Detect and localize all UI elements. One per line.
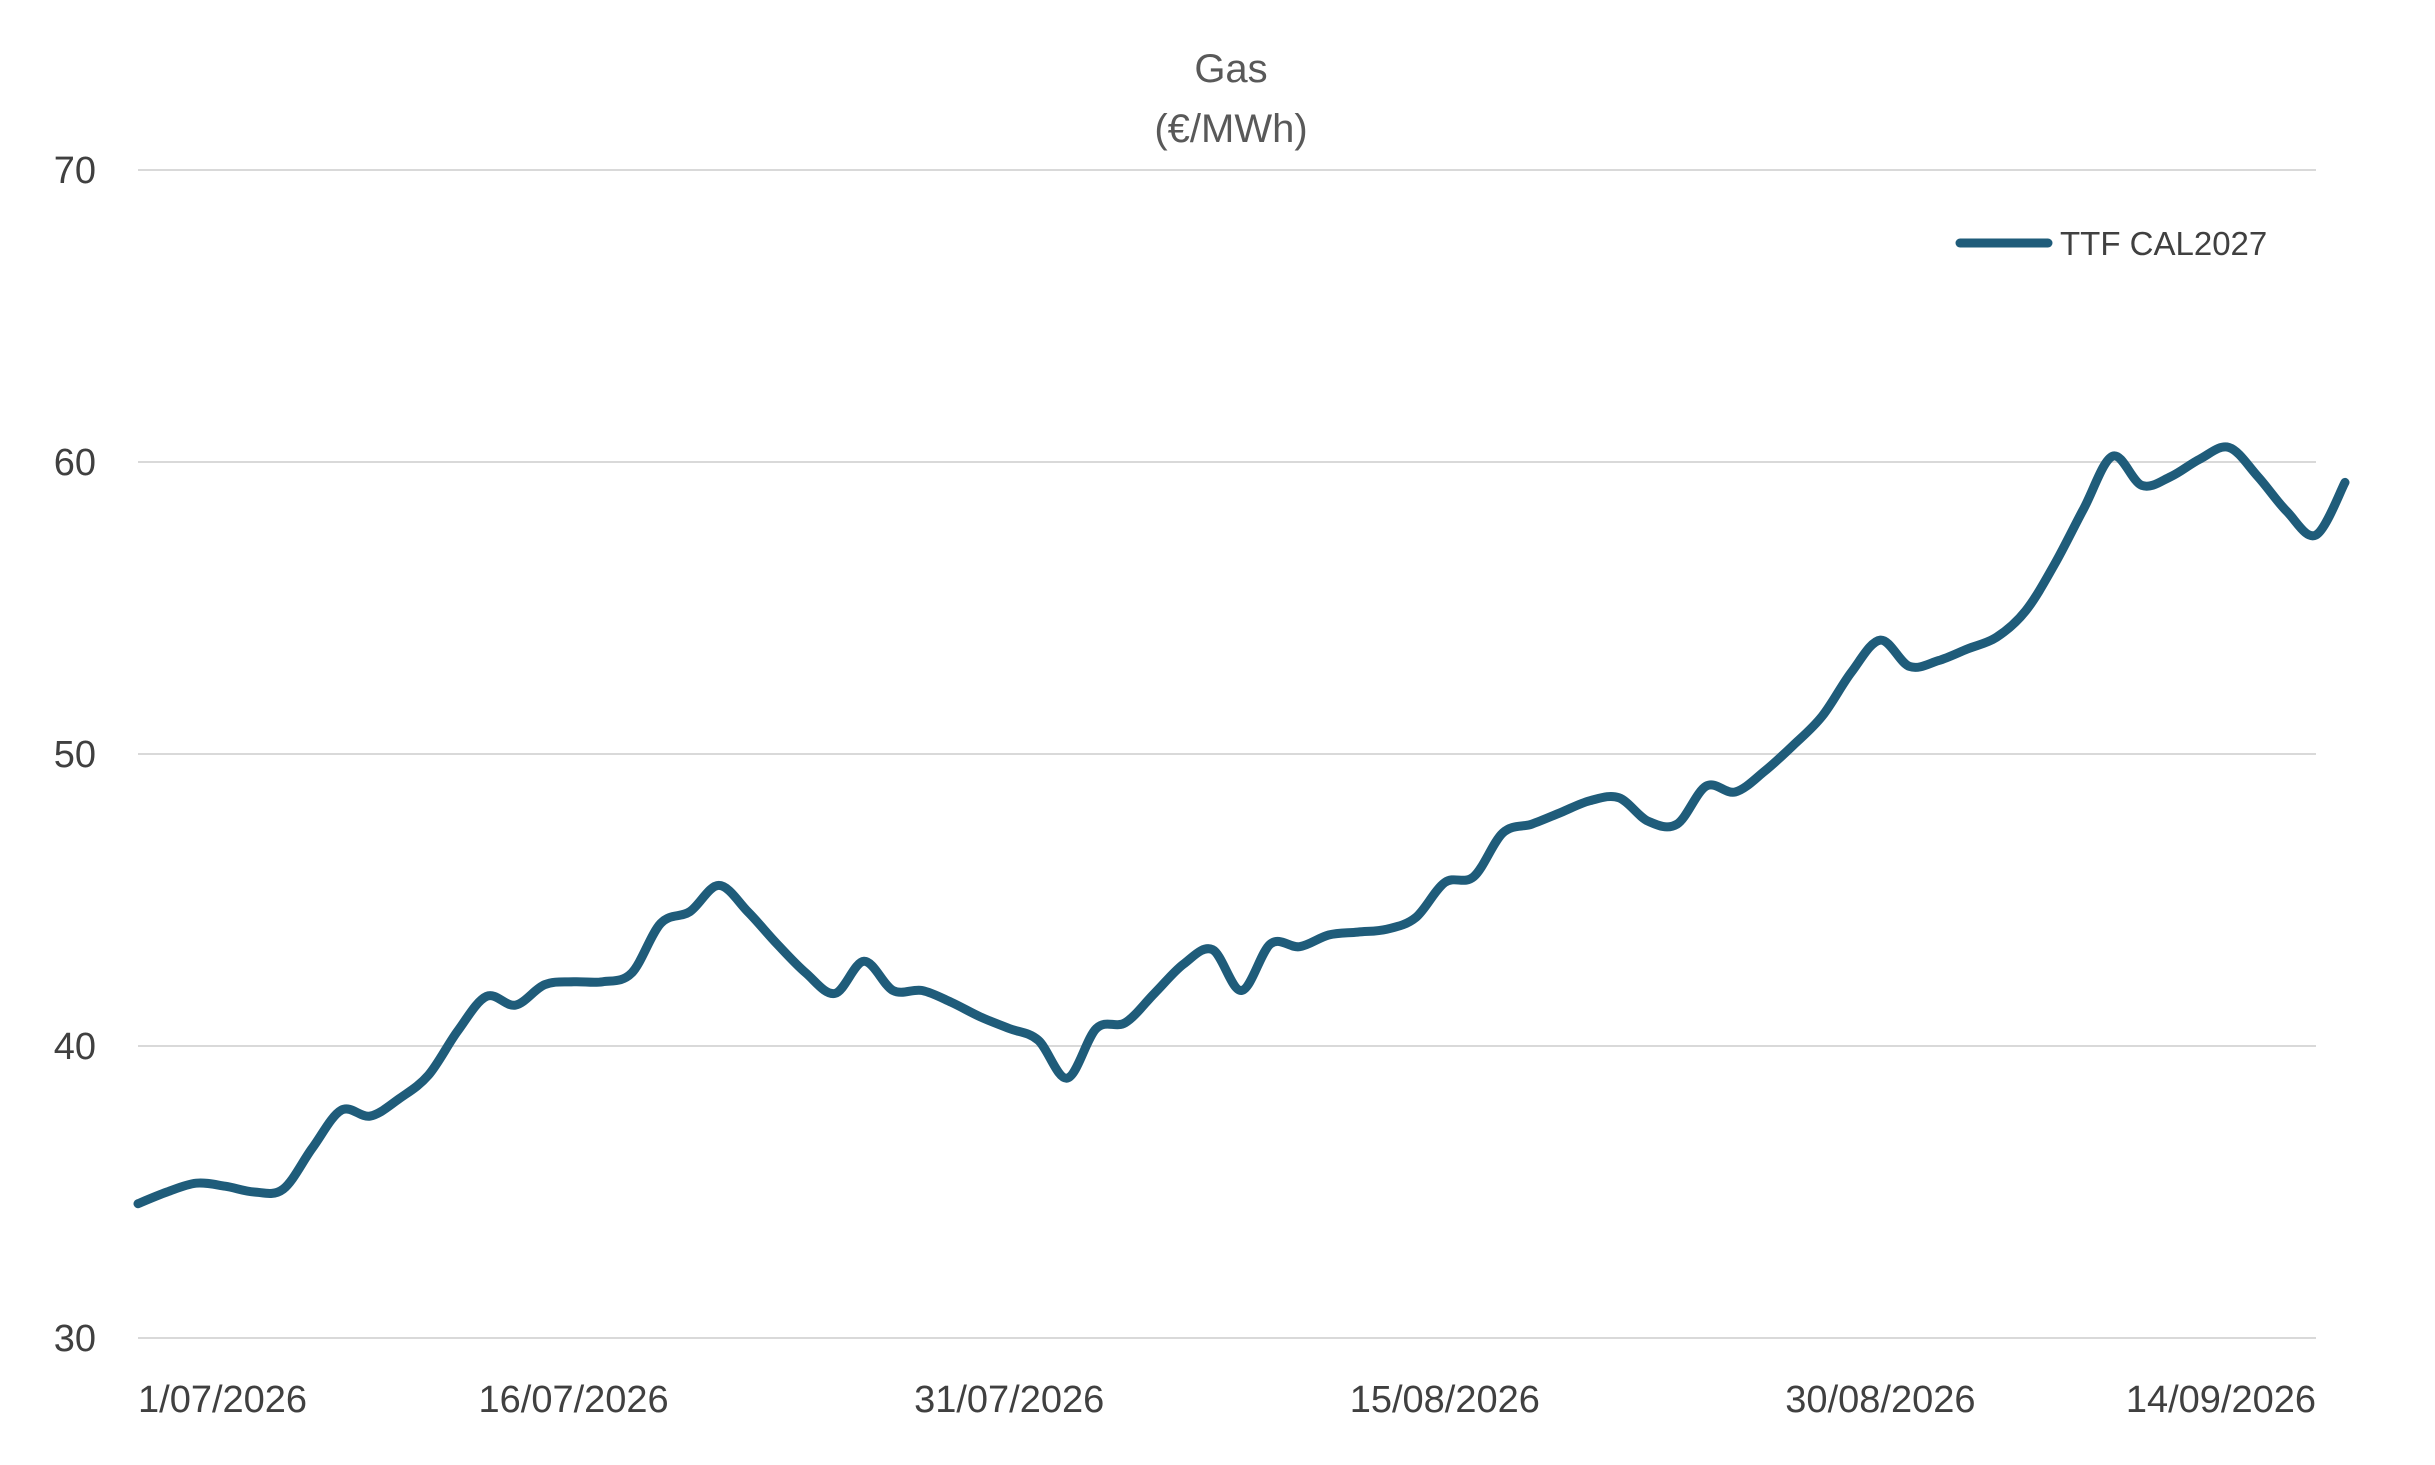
chart-subtitle: (€/MWh)	[1154, 107, 1307, 151]
y-tick-label: 30	[54, 1318, 96, 1360]
legend: TTF CAL2027	[1955, 225, 2267, 262]
x-tick-label: 31/07/2026	[914, 1379, 1104, 1421]
x-tick-label: 14/09/2026	[2126, 1379, 2316, 1421]
gridlines	[138, 169, 2316, 1339]
x-tick-label: 30/08/2026	[1785, 1379, 1975, 1421]
y-tick-label: 60	[54, 442, 96, 484]
x-axis-tick-labels: 1/07/2026 16/07/2026 31/07/2026 15/08/2026 3…	[138, 1379, 2316, 1421]
series-line-ttf-cal2027	[133, 442, 2350, 1209]
y-tick-label: 70	[54, 150, 96, 192]
x-tick-label: 1/07/2026	[138, 1379, 307, 1421]
chart-title: Gas	[1194, 47, 1267, 91]
series-layer	[133, 442, 2350, 1209]
y-tick-label: 40	[54, 1026, 96, 1068]
y-axis-tick-labels: 30 40 50 60 70	[54, 150, 96, 1360]
y-tick-label: 50	[54, 734, 96, 776]
legend-label: TTF CAL2027	[2060, 225, 2267, 262]
x-tick-label: 16/07/2026	[479, 1379, 669, 1421]
x-tick-label: 15/08/2026	[1350, 1379, 1540, 1421]
